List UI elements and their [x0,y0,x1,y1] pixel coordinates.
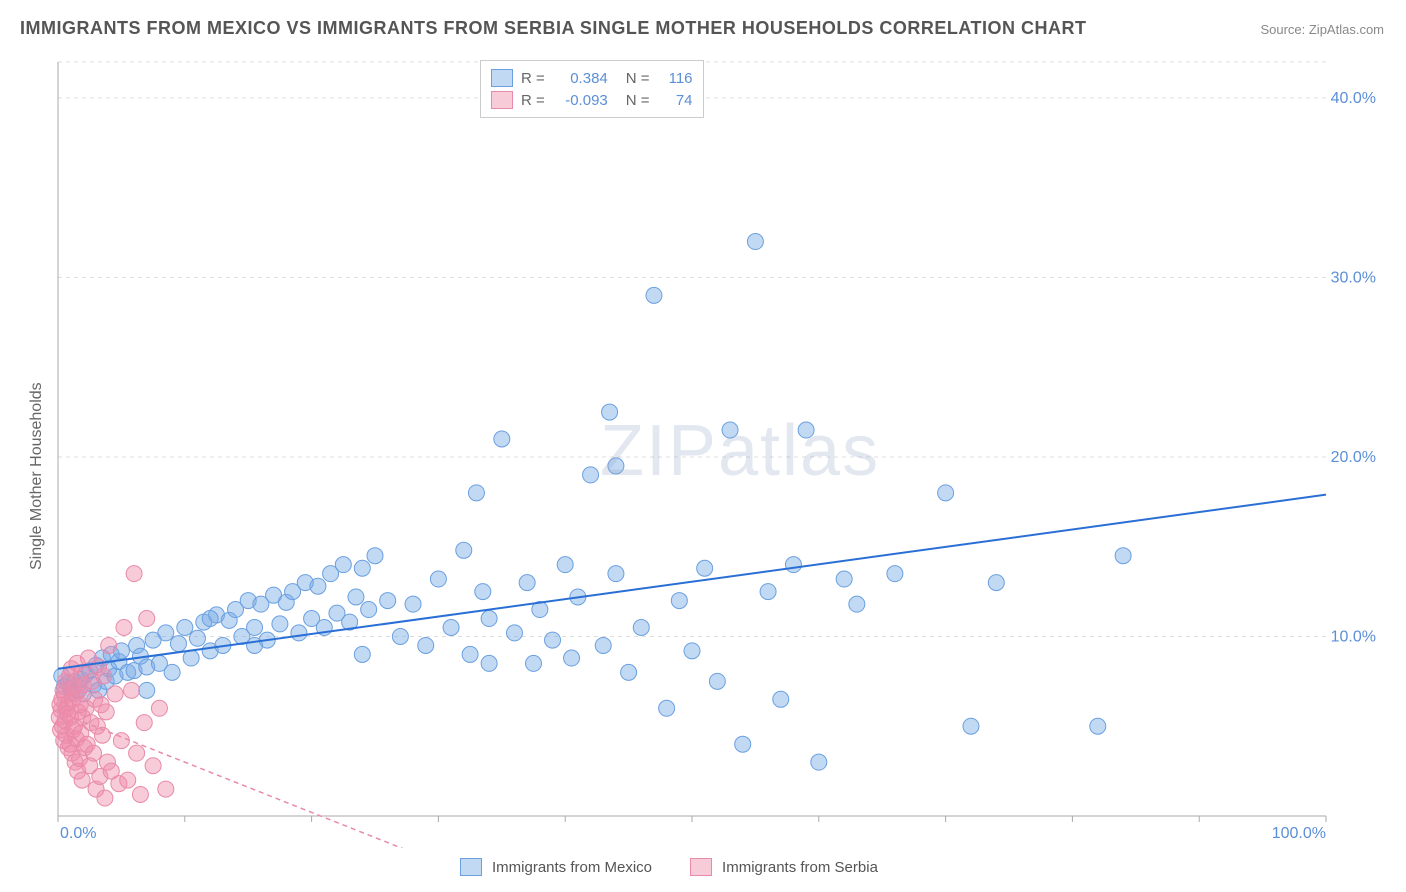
stats-label-r: R = [521,70,545,87]
swatch-mexico-legend [460,858,482,876]
y-axis-label: Single Mother Households [28,382,46,570]
stats-value-n-serbia: 74 [658,92,693,109]
stats-label-n: N = [626,70,650,87]
stats-row-serbia: R = -0.093 N = 74 [491,89,693,111]
bottom-legend: Immigrants from Mexico Immigrants from S… [460,858,878,876]
stats-value-r-mexico: 0.384 [553,70,608,87]
svg-text:30.0%: 30.0% [1331,269,1376,286]
swatch-serbia-legend [690,858,712,876]
svg-text:20.0%: 20.0% [1331,449,1376,466]
svg-text:10.0%: 10.0% [1331,628,1376,645]
svg-text:40.0%: 40.0% [1331,90,1376,107]
stats-label-n: N = [626,92,650,109]
stats-value-n-mexico: 116 [658,70,693,87]
svg-text:100.0%: 100.0% [1272,825,1326,842]
source-attribution: Source: ZipAtlas.com [1260,22,1384,37]
svg-text:0.0%: 0.0% [60,825,96,842]
chart-title: IMMIGRANTS FROM MEXICO VS IMMIGRANTS FRO… [20,18,1087,39]
swatch-serbia [491,91,513,109]
swatch-mexico [491,69,513,87]
scatter-plot: 10.0% 20.0% 30.0% 40.0% 0.0% 100.0% [50,58,1386,848]
correlation-stats-box: R = 0.384 N = 116 R = -0.093 N = 74 [480,60,704,118]
stats-label-r: R = [521,92,545,109]
stats-row-mexico: R = 0.384 N = 116 [491,67,693,89]
legend-label-mexico: Immigrants from Mexico [492,859,652,876]
stats-value-r-serbia: -0.093 [553,92,608,109]
legend-label-serbia: Immigrants from Serbia [722,859,878,876]
